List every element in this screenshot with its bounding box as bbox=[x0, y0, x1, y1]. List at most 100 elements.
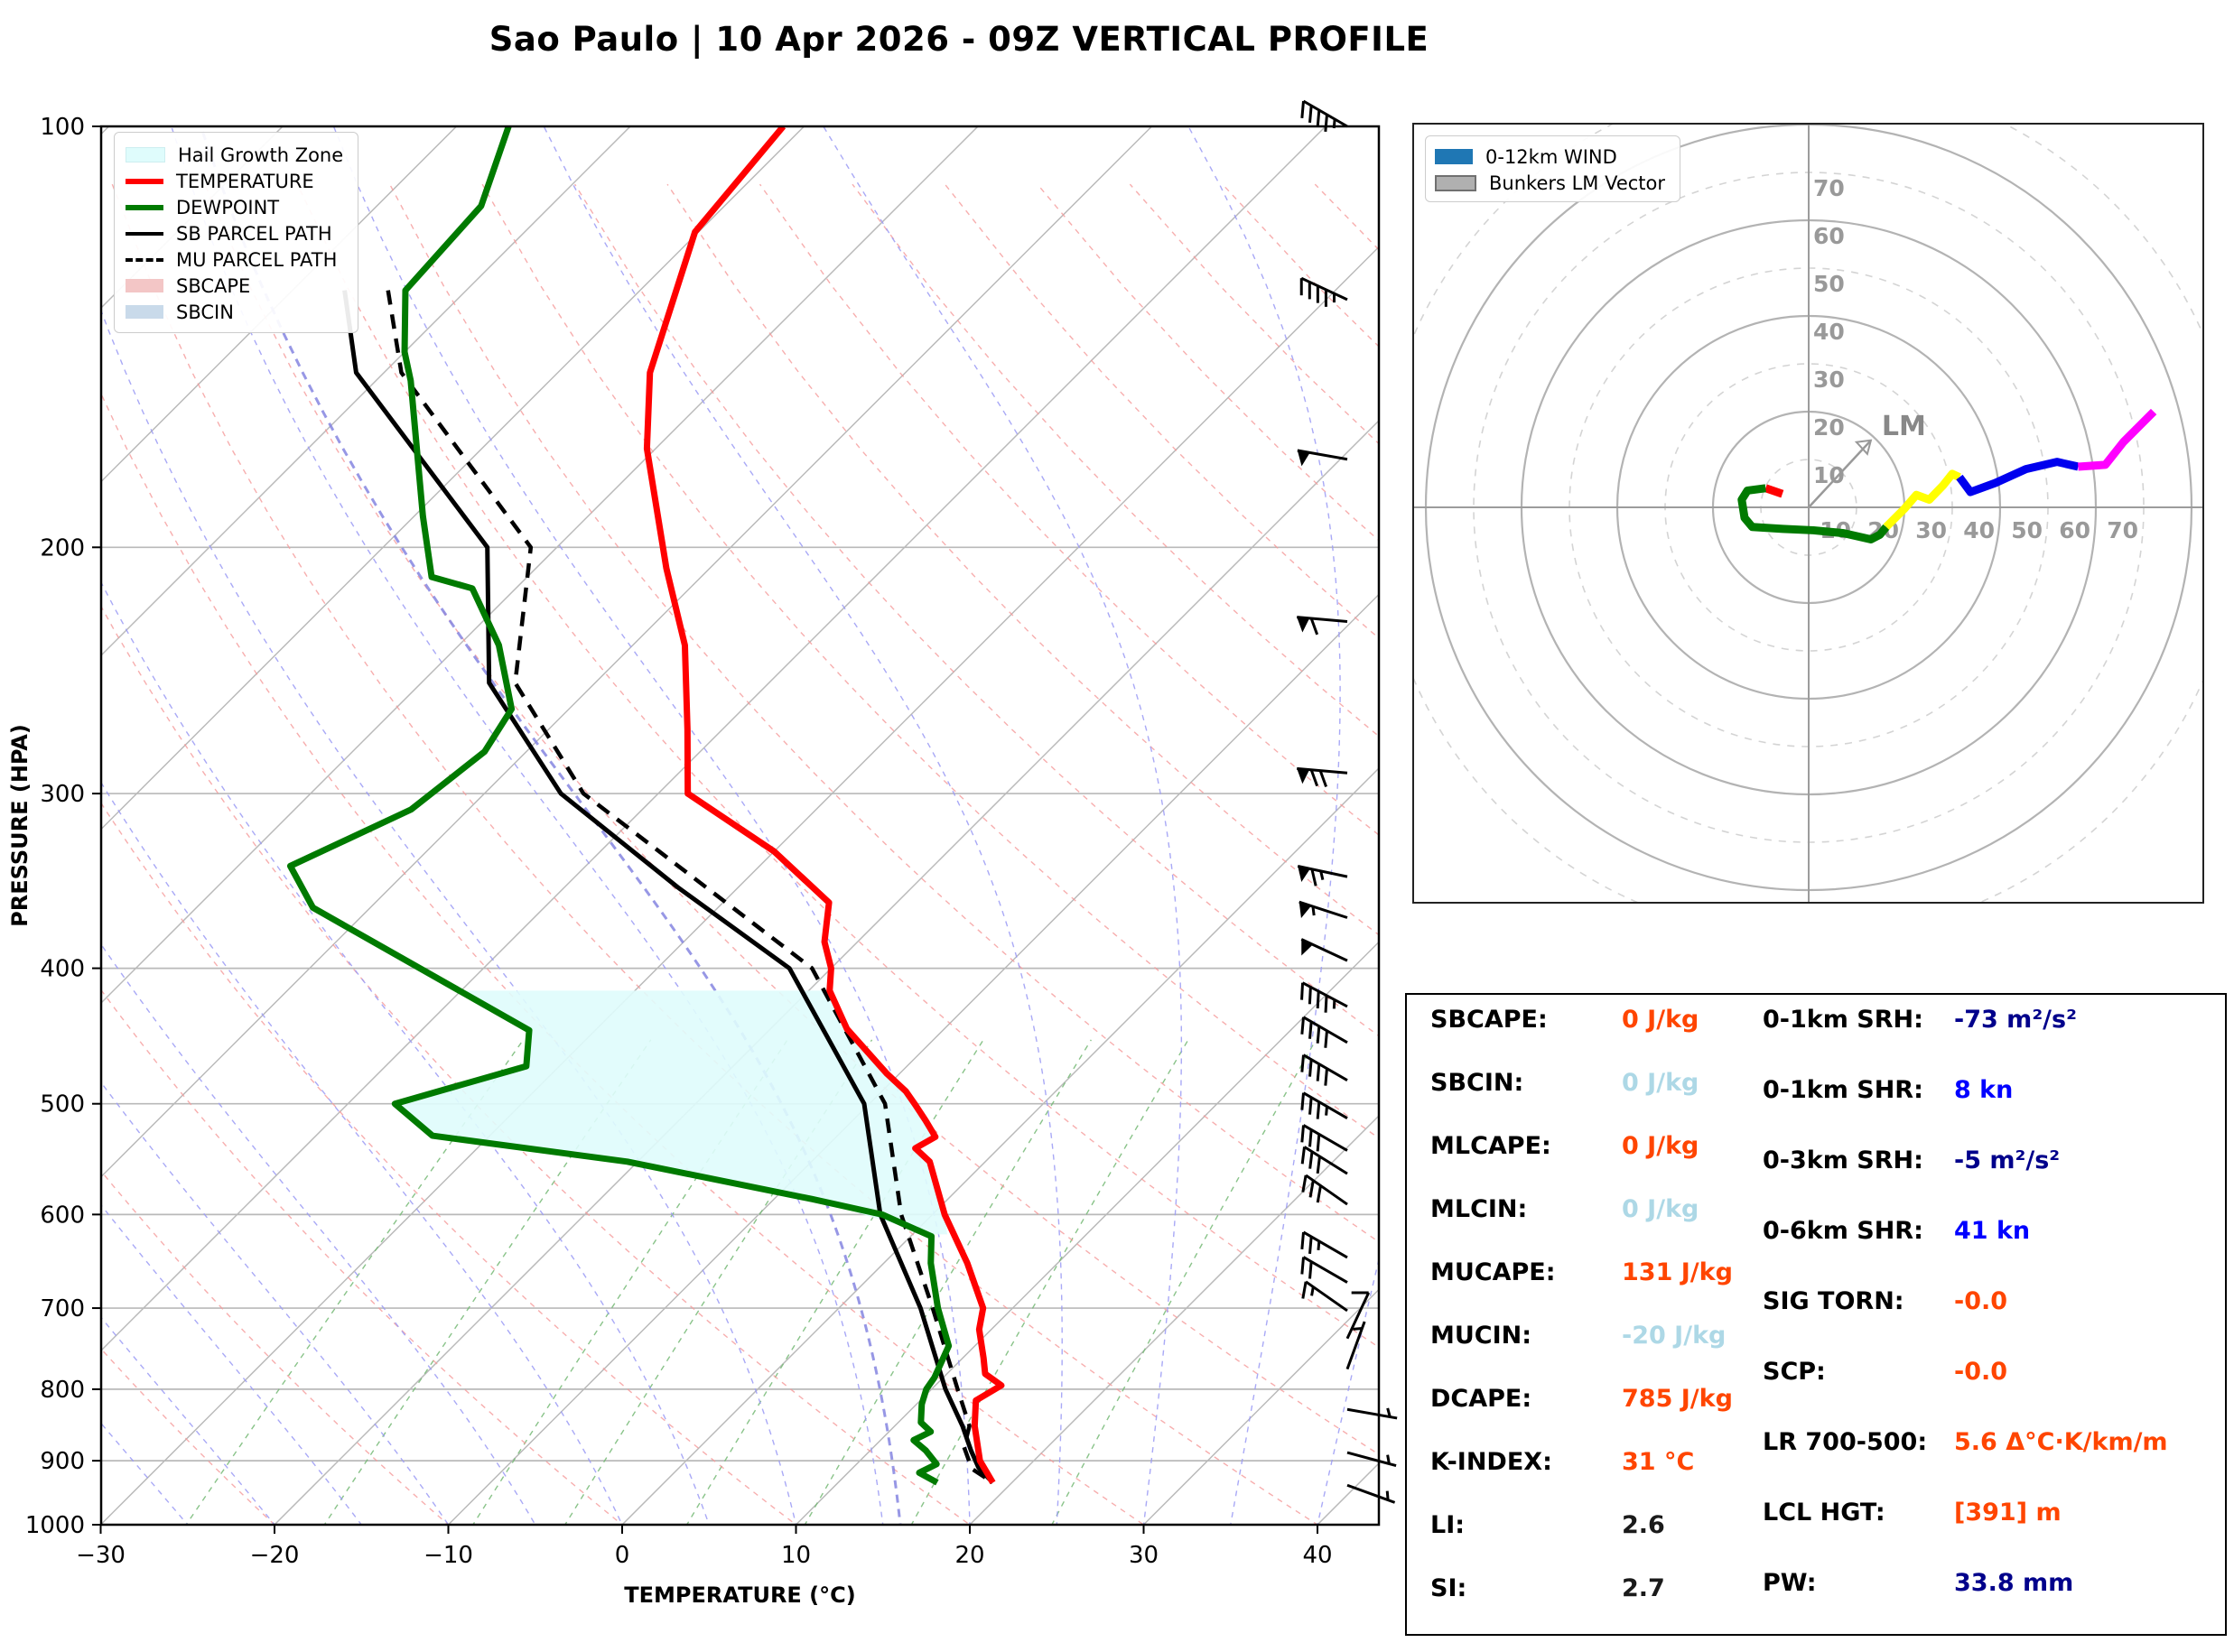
hodo-trace-6-9km bbox=[1956, 458, 2080, 497]
stat-value: 5.6 Δ°C·K/km/m bbox=[1954, 1428, 2168, 1456]
hodo-ring-label: 30 bbox=[1813, 367, 1845, 393]
lm-label: LM bbox=[1882, 411, 1926, 442]
skewt-legend-entry: SBCIN bbox=[126, 299, 343, 325]
stat-value: 2.6 bbox=[1622, 1511, 1665, 1539]
pressure-tick-label: 200 bbox=[40, 534, 85, 561]
stat-row: 0-3km SRH: -5 m²/s² bbox=[1763, 1146, 2060, 1174]
stat-label: SCP: bbox=[1763, 1358, 1826, 1386]
wind-barb bbox=[1300, 1256, 1348, 1284]
skewt-legend-label: Hail Growth Zone bbox=[178, 144, 344, 166]
skewt-legend-entry: MU PARCEL PATH bbox=[126, 246, 343, 273]
skewt-legend-entry: Hail Growth Zone bbox=[126, 142, 343, 168]
stats-table: SBCAPE: 0 J/kg SBCIN: 0 J/kg MLCAPE: 0 J/kg ML… bbox=[1405, 993, 2227, 1636]
hodo-ring-label: 40 bbox=[1963, 517, 1995, 543]
stat-label: MLCIN: bbox=[1430, 1195, 1528, 1223]
dewpoint-line bbox=[286, 126, 953, 1486]
stat-label: 0-3km SRH: bbox=[1763, 1146, 1923, 1174]
skewt-legend-label: MU PARCEL PATH bbox=[176, 248, 338, 271]
hodo-legend-label: Bunkers LM Vector bbox=[1489, 172, 1666, 194]
stat-row: SBCIN: 0 J/kg bbox=[1430, 1069, 1699, 1097]
stat-label: MUCAPE: bbox=[1430, 1258, 1556, 1286]
wind-barb bbox=[1345, 1321, 1366, 1370]
hail-growth-zone bbox=[395, 990, 948, 1235]
stat-row: SBCAPE: 0 J/kg bbox=[1430, 1006, 1699, 1034]
stat-row: LI: 2.6 bbox=[1430, 1511, 1665, 1539]
hodo-ring-label: 30 bbox=[1915, 517, 1947, 543]
stat-row: SIG TORN: -0.0 bbox=[1763, 1287, 2007, 1315]
hodo-legend-entry: Bunkers LM Vector bbox=[1435, 170, 1665, 196]
pressure-tick-label: 800 bbox=[40, 1377, 85, 1404]
stat-row: MUCIN: -20 J/kg bbox=[1430, 1322, 1726, 1350]
hodograph-border bbox=[1412, 123, 2204, 904]
stat-value: 0 J/kg bbox=[1622, 1132, 1699, 1160]
line-green-swatch-icon bbox=[126, 204, 163, 210]
stat-label: PW: bbox=[1763, 1569, 1817, 1597]
stat-value: -20 J/kg bbox=[1622, 1322, 1727, 1350]
stat-value: 41 kn bbox=[1954, 1217, 2031, 1245]
temperature-tick-label: 30 bbox=[1129, 1542, 1159, 1569]
wind-barb bbox=[1300, 1016, 1348, 1048]
patch-steelblue-swatch-icon bbox=[1435, 149, 1473, 164]
stat-value: 131 J/kg bbox=[1622, 1258, 1733, 1286]
pressure-tick-label: 400 bbox=[40, 956, 85, 983]
hodo-legend-entry: 0-12km WIND bbox=[1435, 144, 1665, 170]
pressure-tick-label: 600 bbox=[40, 1202, 85, 1229]
hodo-ring-label: 70 bbox=[1813, 175, 1845, 201]
wind-barb bbox=[1297, 449, 1348, 467]
stat-row: MLCIN: 0 J/kg bbox=[1430, 1195, 1699, 1223]
line-black-swatch-icon bbox=[126, 231, 163, 236]
pressure-tick-label: 900 bbox=[40, 1448, 85, 1475]
stat-value: 31 °C bbox=[1622, 1448, 1695, 1476]
stat-label: 0-6km SHR: bbox=[1763, 1217, 1923, 1245]
stat-value: [391] m bbox=[1954, 1499, 2062, 1527]
stat-label: LI: bbox=[1430, 1511, 1466, 1539]
wind-barb bbox=[1297, 766, 1348, 788]
wind-barb bbox=[1300, 1230, 1348, 1259]
stat-value: -73 m²/s² bbox=[1954, 1006, 2077, 1034]
line-red-swatch-icon bbox=[126, 178, 163, 184]
stat-value: 0 J/kg bbox=[1622, 1069, 1699, 1097]
wind-barb bbox=[1299, 900, 1348, 919]
wind-barb bbox=[1345, 1291, 1371, 1340]
stat-label: 0-1km SHR: bbox=[1763, 1076, 1923, 1104]
stat-label: SBCAPE: bbox=[1430, 1006, 1548, 1034]
hodo-ring-label: 40 bbox=[1813, 319, 1845, 345]
stat-value: -0.0 bbox=[1954, 1287, 2008, 1315]
stat-row: LCL HGT: [391] m bbox=[1763, 1499, 2062, 1527]
stat-row: MUCAPE: 131 J/kg bbox=[1430, 1258, 1733, 1286]
skewt-legend-label: SBCAPE bbox=[176, 274, 251, 297]
stat-row: 0-1km SHR: 8 kn bbox=[1763, 1076, 2013, 1104]
skewt-legend: Hail Growth Zone TEMPERATURE DEWPOINT SB PA… bbox=[114, 132, 359, 333]
hodo-ring-label: 50 bbox=[1813, 271, 1845, 297]
skewt-legend-entry: TEMPERATURE bbox=[126, 168, 343, 194]
hodograph-legend: 0-12km WIND Bunkers LM Vector bbox=[1425, 135, 1681, 202]
wind-barb bbox=[1301, 1280, 1348, 1313]
wind-barb bbox=[1300, 1124, 1348, 1152]
patch-gray-swatch-icon bbox=[1435, 174, 1476, 191]
temperature-tick-label: 40 bbox=[1302, 1542, 1332, 1569]
wind-barb bbox=[1346, 1483, 1396, 1504]
patch-red-swatch-icon bbox=[126, 279, 163, 292]
stat-value: 8 kn bbox=[1954, 1076, 2014, 1104]
stat-label: LCL HGT: bbox=[1763, 1499, 1885, 1527]
stat-value: -5 m²/s² bbox=[1954, 1146, 2061, 1174]
stat-row: SI: 2.7 bbox=[1430, 1574, 1665, 1602]
stat-label: SBCIN: bbox=[1430, 1069, 1524, 1097]
stat-label: 0-1km SRH: bbox=[1763, 1006, 1923, 1034]
stat-label: LR 700-500: bbox=[1763, 1428, 1928, 1456]
wind-barb bbox=[1297, 865, 1348, 886]
stat-row: LR 700-500: 5.6 Δ°C·K/km/m bbox=[1763, 1428, 2168, 1456]
stat-label: SI: bbox=[1430, 1574, 1467, 1602]
temperature-line bbox=[643, 126, 1005, 1485]
patch-cyan-swatch-icon bbox=[126, 147, 165, 162]
x-axis-title: TEMPERATURE (°C) bbox=[624, 1582, 855, 1608]
stat-label: DCAPE: bbox=[1430, 1385, 1532, 1413]
stat-value: 2.7 bbox=[1622, 1574, 1665, 1602]
stat-value: 785 J/kg bbox=[1622, 1385, 1733, 1413]
stat-row: MLCAPE: 0 J/kg bbox=[1430, 1132, 1699, 1160]
skewt-legend-label: SBCIN bbox=[176, 301, 234, 323]
skewt-legend-label: DEWPOINT bbox=[176, 196, 280, 218]
stat-label: MUCIN: bbox=[1430, 1322, 1532, 1350]
